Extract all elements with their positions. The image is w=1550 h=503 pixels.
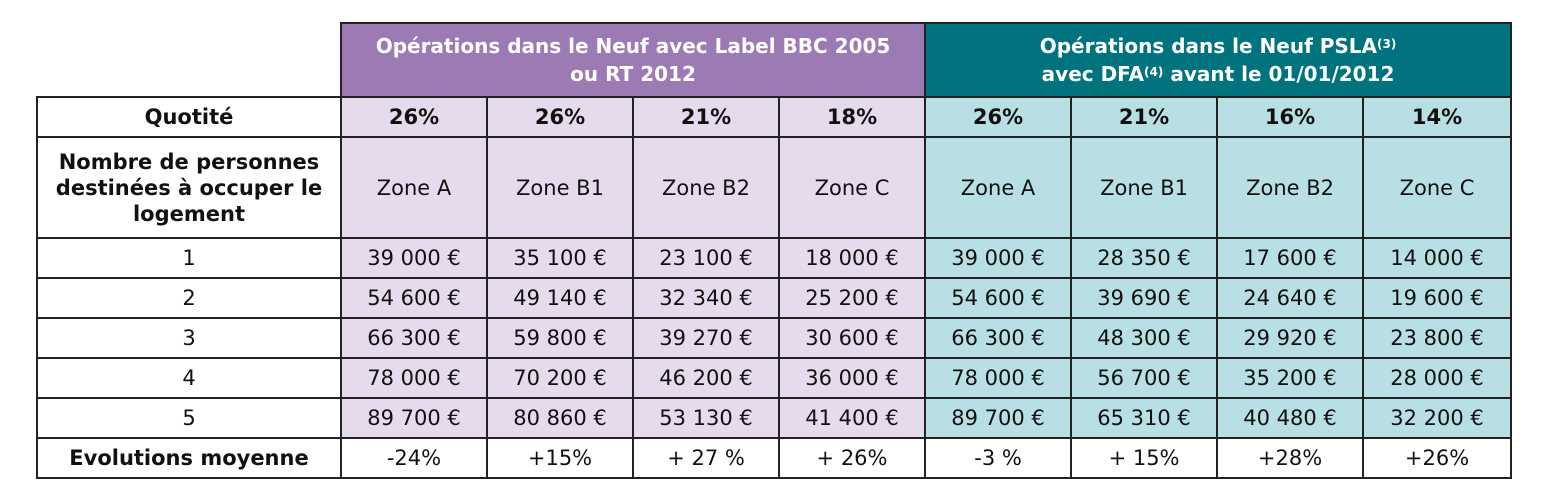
evolutions-row: Evolutions moyenne -24% +15% + 27 % + 26% -3… [36,437,1513,479]
quotite-cell: 26% [486,96,634,138]
group-header-psla-line2-date: avant le 01/01/2012 [1163,62,1395,86]
amount-cell: 66 300 € [340,317,488,359]
zone-cell: Zone A [924,136,1073,239]
amount-cell: 35 100 € [486,237,634,279]
persons-count: 5 [36,397,342,439]
amount-cell: 32 340 € [632,277,780,319]
amount-cell: 39 000 € [924,237,1073,279]
amount-cell: 29 920 € [1216,317,1365,359]
group-header-bbc: Opérations dans le Neuf avec Label BBC 2… [339,22,927,98]
zone-cell: Zone B1 [1070,136,1219,239]
amount-cell: 25 200 € [777,277,927,319]
zone-row: Nombre de personnes destinées à occuper … [36,136,1513,239]
quotite-row: Quotité 26% 26% 21% 18% 26% 21% 16% 14% [36,96,1513,138]
persons-count: 4 [36,357,342,399]
quotite-cell: 18% [777,96,927,138]
evolution-cell: + 27 % [632,437,780,479]
amount-cell: 28 350 € [1070,237,1219,279]
amount-cell: 78 000 € [924,357,1073,399]
evolutions-label: Evolutions moyenne [36,437,342,479]
amount-cell: 53 130 € [632,397,780,439]
zone-cell: Zone C [1362,136,1513,239]
quotite-cell: 26% [340,96,488,138]
evolution-cell: +28% [1216,437,1365,479]
evolution-cell: + 26% [777,437,927,479]
amount-cell: 35 200 € [1216,357,1365,399]
amount-cell: 17 600 € [1216,237,1365,279]
quotite-cell: 21% [1070,96,1219,138]
amount-cell: 70 200 € [486,357,634,399]
amount-cell: 39 000 € [340,237,488,279]
table-row: 4 78 000 €70 200 €46 200 €36 000 €78 000 … [36,357,1513,399]
amount-cell: 41 400 € [777,397,927,439]
amount-cell: 66 300 € [924,317,1073,359]
table-row: 5 89 700 €80 860 €53 130 €41 400 €89 700 … [36,397,1513,439]
group-header-psla-line2-text: avec DFA [1041,62,1145,86]
amount-cell: 89 700 € [340,397,488,439]
quotite-cell: 26% [924,96,1073,138]
amount-cell: 46 200 € [632,357,780,399]
amount-cell: 49 140 € [486,277,634,319]
amount-cell: 23 800 € [1362,317,1513,359]
table-row: 3 66 300 €59 800 €39 270 €30 600 €66 300 … [36,317,1513,359]
evolution-cell: -3 % [924,437,1073,479]
amount-cell: 39 690 € [1070,277,1219,319]
table-row: 2 54 600 €49 140 €32 340 €25 200 €54 600 … [36,277,1513,319]
footnote-ref-4: (4) [1144,65,1164,79]
zone-cell: Zone A [340,136,488,239]
amount-cell: 14 000 € [1362,237,1513,279]
amount-cell: 24 640 € [1216,277,1365,319]
quotite-cell: 21% [632,96,780,138]
zone-cell: Zone B2 [632,136,780,239]
persons-label: Nombre de personnes destinées à occuper … [36,136,342,239]
group-header-bbc-line1: Opérations dans le Neuf avec Label BBC 2… [375,34,891,58]
evolution-cell: + 15% [1070,437,1219,479]
table-row: 1 39 000 €35 100 €23 100 €18 000 €39 000 … [36,237,1513,279]
amount-cell: 48 300 € [1070,317,1219,359]
group-header-psla-line1-text: Opérations dans le Neuf PSLA [1039,34,1378,58]
loan-ceiling-table: Opérations dans le Neuf avec Label BBC 2… [36,22,1513,479]
amount-cell: 65 310 € [1070,397,1219,439]
quotite-label: Quotité [36,96,342,138]
amount-cell: 18 000 € [777,237,927,279]
zone-cell: Zone B1 [486,136,634,239]
amount-cell: 54 600 € [924,277,1073,319]
group-header-row: Opérations dans le Neuf avec Label BBC 2… [37,22,1513,98]
group-header-bbc-line2: ou RT 2012 [570,62,696,86]
evolution-cell: +15% [486,437,634,479]
amount-cell: 78 000 € [340,357,488,399]
evolution-cell: -24% [340,437,488,479]
persons-count: 1 [36,237,342,279]
amount-cell: 54 600 € [340,277,488,319]
group-header-psla: Opérations dans le Neuf PSLA(3) avec DFA… [924,22,1513,98]
amount-cell: 59 800 € [486,317,634,359]
amount-cell: 32 200 € [1362,397,1513,439]
group-header-psla-line1: Opérations dans le Neuf PSLA(3) [932,32,1504,60]
group-header-psla-line2: avec DFA(4) avant le 01/01/2012 [932,60,1504,88]
amount-cell: 19 600 € [1362,277,1513,319]
evolution-cell: +26% [1362,437,1513,479]
data-rows: 1 39 000 €35 100 €23 100 €18 000 €39 000 … [36,237,1513,439]
persons-count: 2 [36,277,342,319]
amount-cell: 89 700 € [924,397,1073,439]
quotite-cell: 14% [1362,96,1513,138]
zone-cell: Zone B2 [1216,136,1365,239]
persons-count: 3 [36,317,342,359]
amount-cell: 39 270 € [632,317,780,359]
footnote-ref-3: (3) [1377,37,1397,51]
amount-cell: 80 860 € [486,397,634,439]
amount-cell: 23 100 € [632,237,780,279]
amount-cell: 28 000 € [1362,357,1513,399]
quotite-cell: 16% [1216,96,1365,138]
amount-cell: 40 480 € [1216,397,1365,439]
amount-cell: 36 000 € [777,357,927,399]
amount-cell: 56 700 € [1070,357,1219,399]
empty-corner-cell [37,23,341,97]
amount-cell: 30 600 € [777,317,927,359]
zone-cell: Zone C [777,136,927,239]
